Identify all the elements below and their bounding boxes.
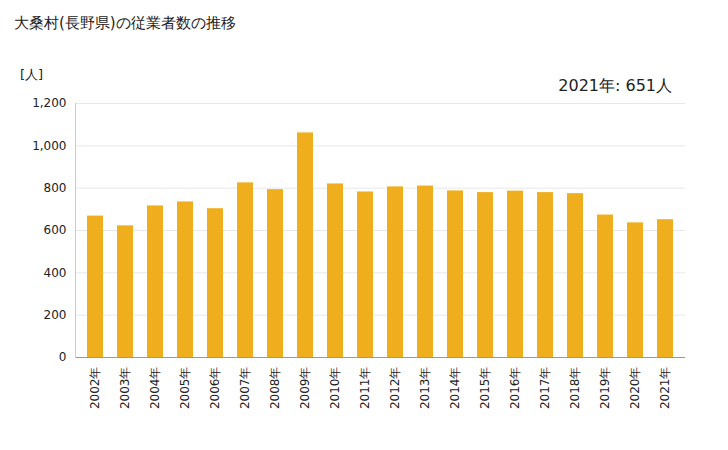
html-text:2021年: 651人: 2021年: 651人	[558, 76, 672, 95]
svg-text:2002年: 2002年	[88, 367, 102, 410]
svg-text:2013年: 2013年	[418, 367, 432, 410]
svg-text:2012年: 2012年	[388, 367, 402, 410]
svg-text:2003年: 2003年	[118, 367, 132, 410]
svg-text:600: 600	[44, 223, 67, 237]
svg-text:2016年: 2016年	[508, 367, 522, 410]
svg-text:2015年: 2015年	[478, 367, 492, 410]
svg-text:0: 0	[59, 350, 67, 364]
svg-text:400: 400	[44, 266, 67, 280]
svg-text:2008年: 2008年	[268, 367, 282, 410]
svg-text:2004年: 2004年	[148, 367, 162, 410]
svg-text:2017年: 2017年	[538, 367, 552, 410]
svg-text:800: 800	[44, 181, 67, 195]
svg-text:2014年: 2014年	[448, 367, 462, 410]
html-text:[人]: [人]	[20, 67, 44, 82]
svg-text:1,200: 1,200	[32, 96, 66, 110]
svg-text:2011年: 2011年	[358, 367, 372, 410]
svg-text:2007年: 2007年	[238, 367, 252, 410]
svg-text:2009年: 2009年	[298, 367, 312, 410]
svg-text:2005年: 2005年	[178, 367, 192, 410]
svg-text:2006年: 2006年	[208, 367, 222, 410]
svg-text:2010年: 2010年	[328, 367, 342, 410]
svg-text:2018年: 2018年	[568, 367, 582, 410]
svg-text:2020年: 2020年	[628, 367, 642, 410]
svg-text:2019年: 2019年	[598, 367, 612, 410]
svg-text:2021年: 2021年	[658, 367, 672, 410]
html-text:大桑村(長野県)の従業者数の推移: 大桑村(長野県)の従業者数の推移	[14, 14, 236, 32]
svg-text:200: 200	[44, 308, 67, 322]
svg-text:1,000: 1,000	[32, 139, 66, 153]
